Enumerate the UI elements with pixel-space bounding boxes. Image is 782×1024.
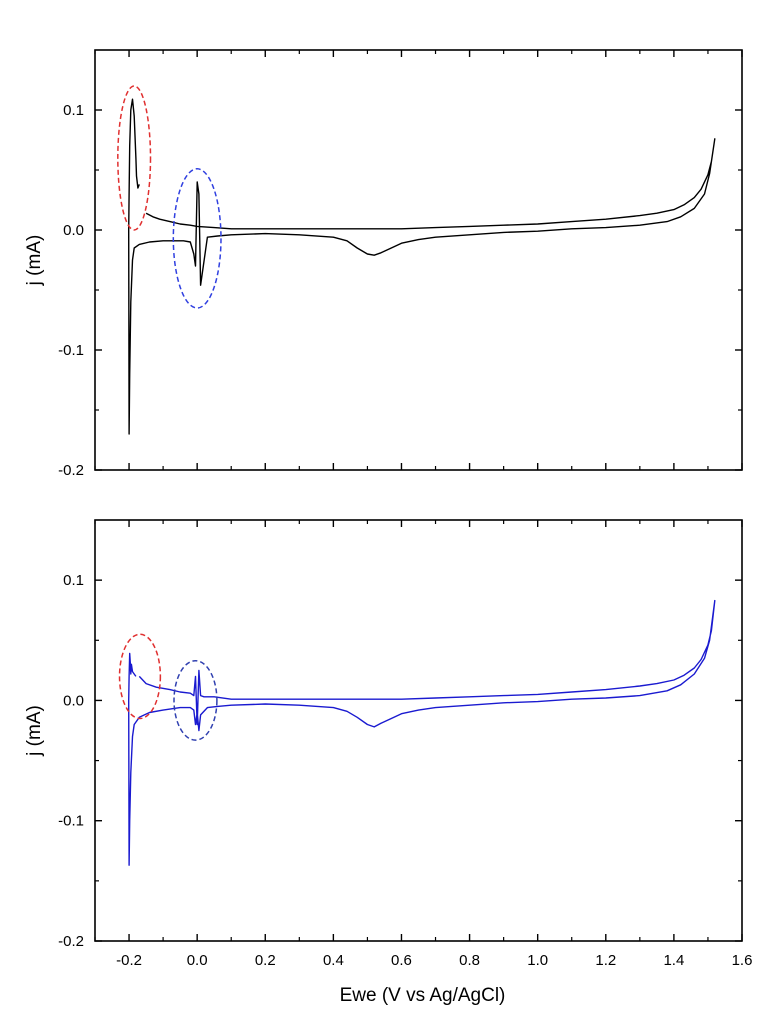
top-ticks: 0.1 0.0 -0.1 -0.2: [58, 50, 743, 479]
bottom-panel: 0.1 0.0 -0.1 -0.2 -0.2 0.0 0.2 0.4 0.6 0.8 1.0 1.2 1…: [24, 519, 752, 1006]
x-tick-label: 1.0: [527, 952, 548, 969]
x-tick-label: 1.6: [732, 952, 753, 969]
x-tick-label: 0.6: [391, 952, 412, 969]
highlight-ellipse: [117, 85, 152, 231]
y-tick-label: 0.1: [63, 572, 84, 589]
x-tick-label: 0.4: [323, 952, 344, 969]
bottom-plot-frame: [94, 519, 743, 942]
bottom-ticks: 0.1 0.0 -0.1 -0.2 -0.2 0.0 0.2 0.4 0.6 0.8 1.0 1.2 1…: [58, 520, 752, 969]
cv-series-line: [127, 599, 716, 866]
highlight-ellipse: [118, 633, 162, 720]
x-axis-title: Ewe (V vs Ag/AgCl): [340, 985, 506, 1006]
y-tick-label: 0.1: [63, 102, 84, 119]
x-tick-label: 0.8: [459, 952, 480, 969]
y-tick-label: -0.1: [58, 342, 84, 359]
y-tick-label: 0.0: [63, 222, 84, 239]
x-tick-label: 1.2: [595, 952, 616, 969]
cv-series-line: [127, 98, 716, 435]
highlight-ellipse: [173, 659, 218, 741]
y-tick-label: -0.1: [58, 813, 84, 830]
y-tick-label: -0.2: [58, 933, 84, 950]
top-plot-frame: [94, 49, 743, 471]
y-tick-label: 0.0: [63, 692, 84, 709]
x-tick-label: 0.0: [187, 952, 208, 969]
highlight-ellipse: [172, 168, 222, 309]
bottom-plot-area: [118, 599, 716, 866]
x-tick-label: -0.2: [116, 952, 142, 969]
y-tick-label: -0.2: [58, 462, 84, 479]
top-panel: 0.1 0.0 -0.1 -0.2 j (mA): [24, 49, 743, 479]
x-tick-label: 1.4: [663, 952, 684, 969]
top-y-axis-title: j (mA): [24, 235, 45, 287]
x-tick-label: 0.2: [255, 952, 276, 969]
bottom-y-axis-title: j (mA): [24, 705, 45, 757]
top-plot-area: [117, 85, 716, 435]
